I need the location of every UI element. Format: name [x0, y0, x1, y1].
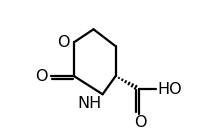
Text: O: O [134, 115, 147, 130]
Text: O: O [58, 35, 70, 50]
Text: O: O [36, 69, 48, 84]
Text: NH: NH [77, 96, 101, 111]
Text: HO: HO [157, 82, 182, 97]
